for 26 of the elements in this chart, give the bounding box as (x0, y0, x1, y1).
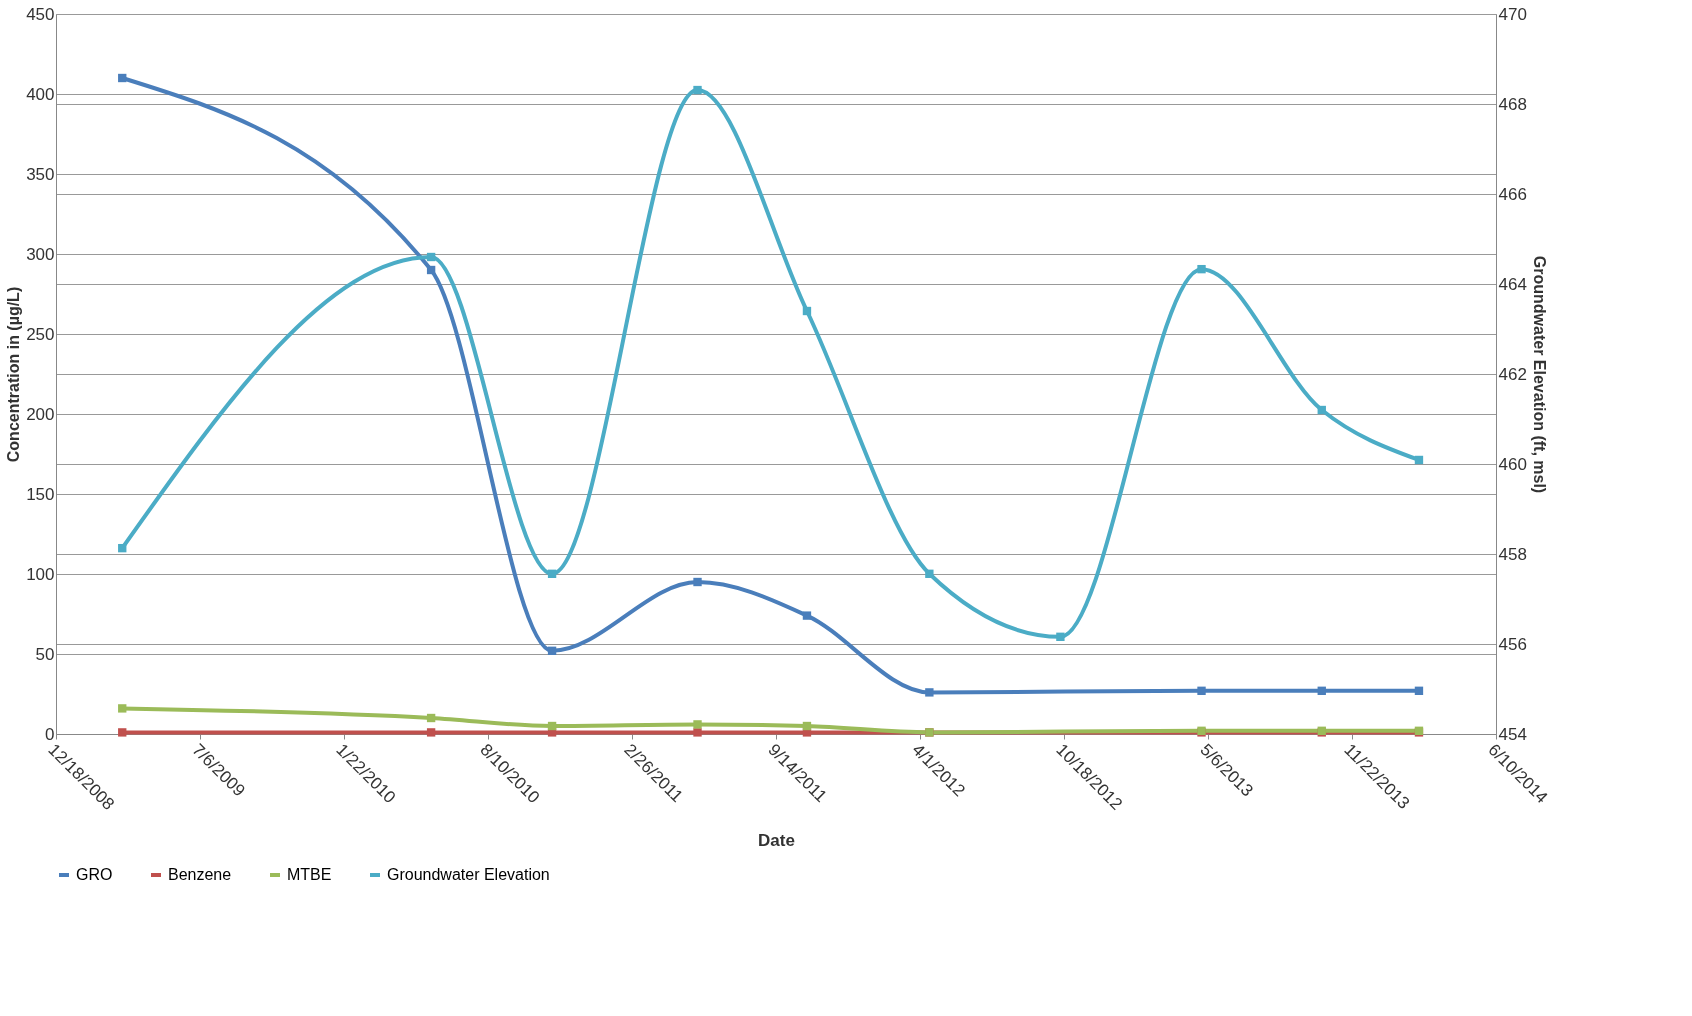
y2-tick-label: 468 (1498, 94, 1527, 114)
y2-tick-label: 454 (1498, 724, 1527, 744)
y2-tick-label: 462 (1498, 364, 1527, 384)
y-tick-label: 450 (26, 4, 55, 24)
y-tick-label: 350 (26, 164, 55, 184)
y2-axis-title: Groundwater Elevation (ft, msl) (1530, 255, 1548, 494)
legend-label: GRO (76, 866, 113, 883)
x-axis-title: Date (758, 830, 795, 850)
y-tick-label: 0 (45, 724, 55, 744)
legend-label: MTBE (287, 866, 332, 883)
y-tick-label: 250 (26, 324, 55, 344)
y-tick-label: 400 (26, 84, 55, 104)
y2-tick-label: 458 (1498, 544, 1527, 564)
y-tick-label: 200 (26, 404, 55, 424)
y2-tick-label: 460 (1498, 454, 1527, 474)
legend-label: Benzene (168, 866, 232, 883)
y2-tick-label: 456 (1498, 634, 1527, 654)
y2-tick-label: 464 (1498, 274, 1527, 294)
y2-tick-label: 470 (1498, 4, 1527, 24)
y-tick-label: 300 (26, 244, 55, 264)
y-tick-label: 150 (26, 484, 55, 504)
y-tick-label: 100 (26, 564, 55, 584)
legend-label: Groundwater Elevation (387, 866, 550, 883)
y-tick-label: 50 (35, 644, 55, 664)
y-axis-title: Concentration in (µg/L) (5, 286, 23, 463)
y2-tick-label: 466 (1498, 184, 1527, 204)
